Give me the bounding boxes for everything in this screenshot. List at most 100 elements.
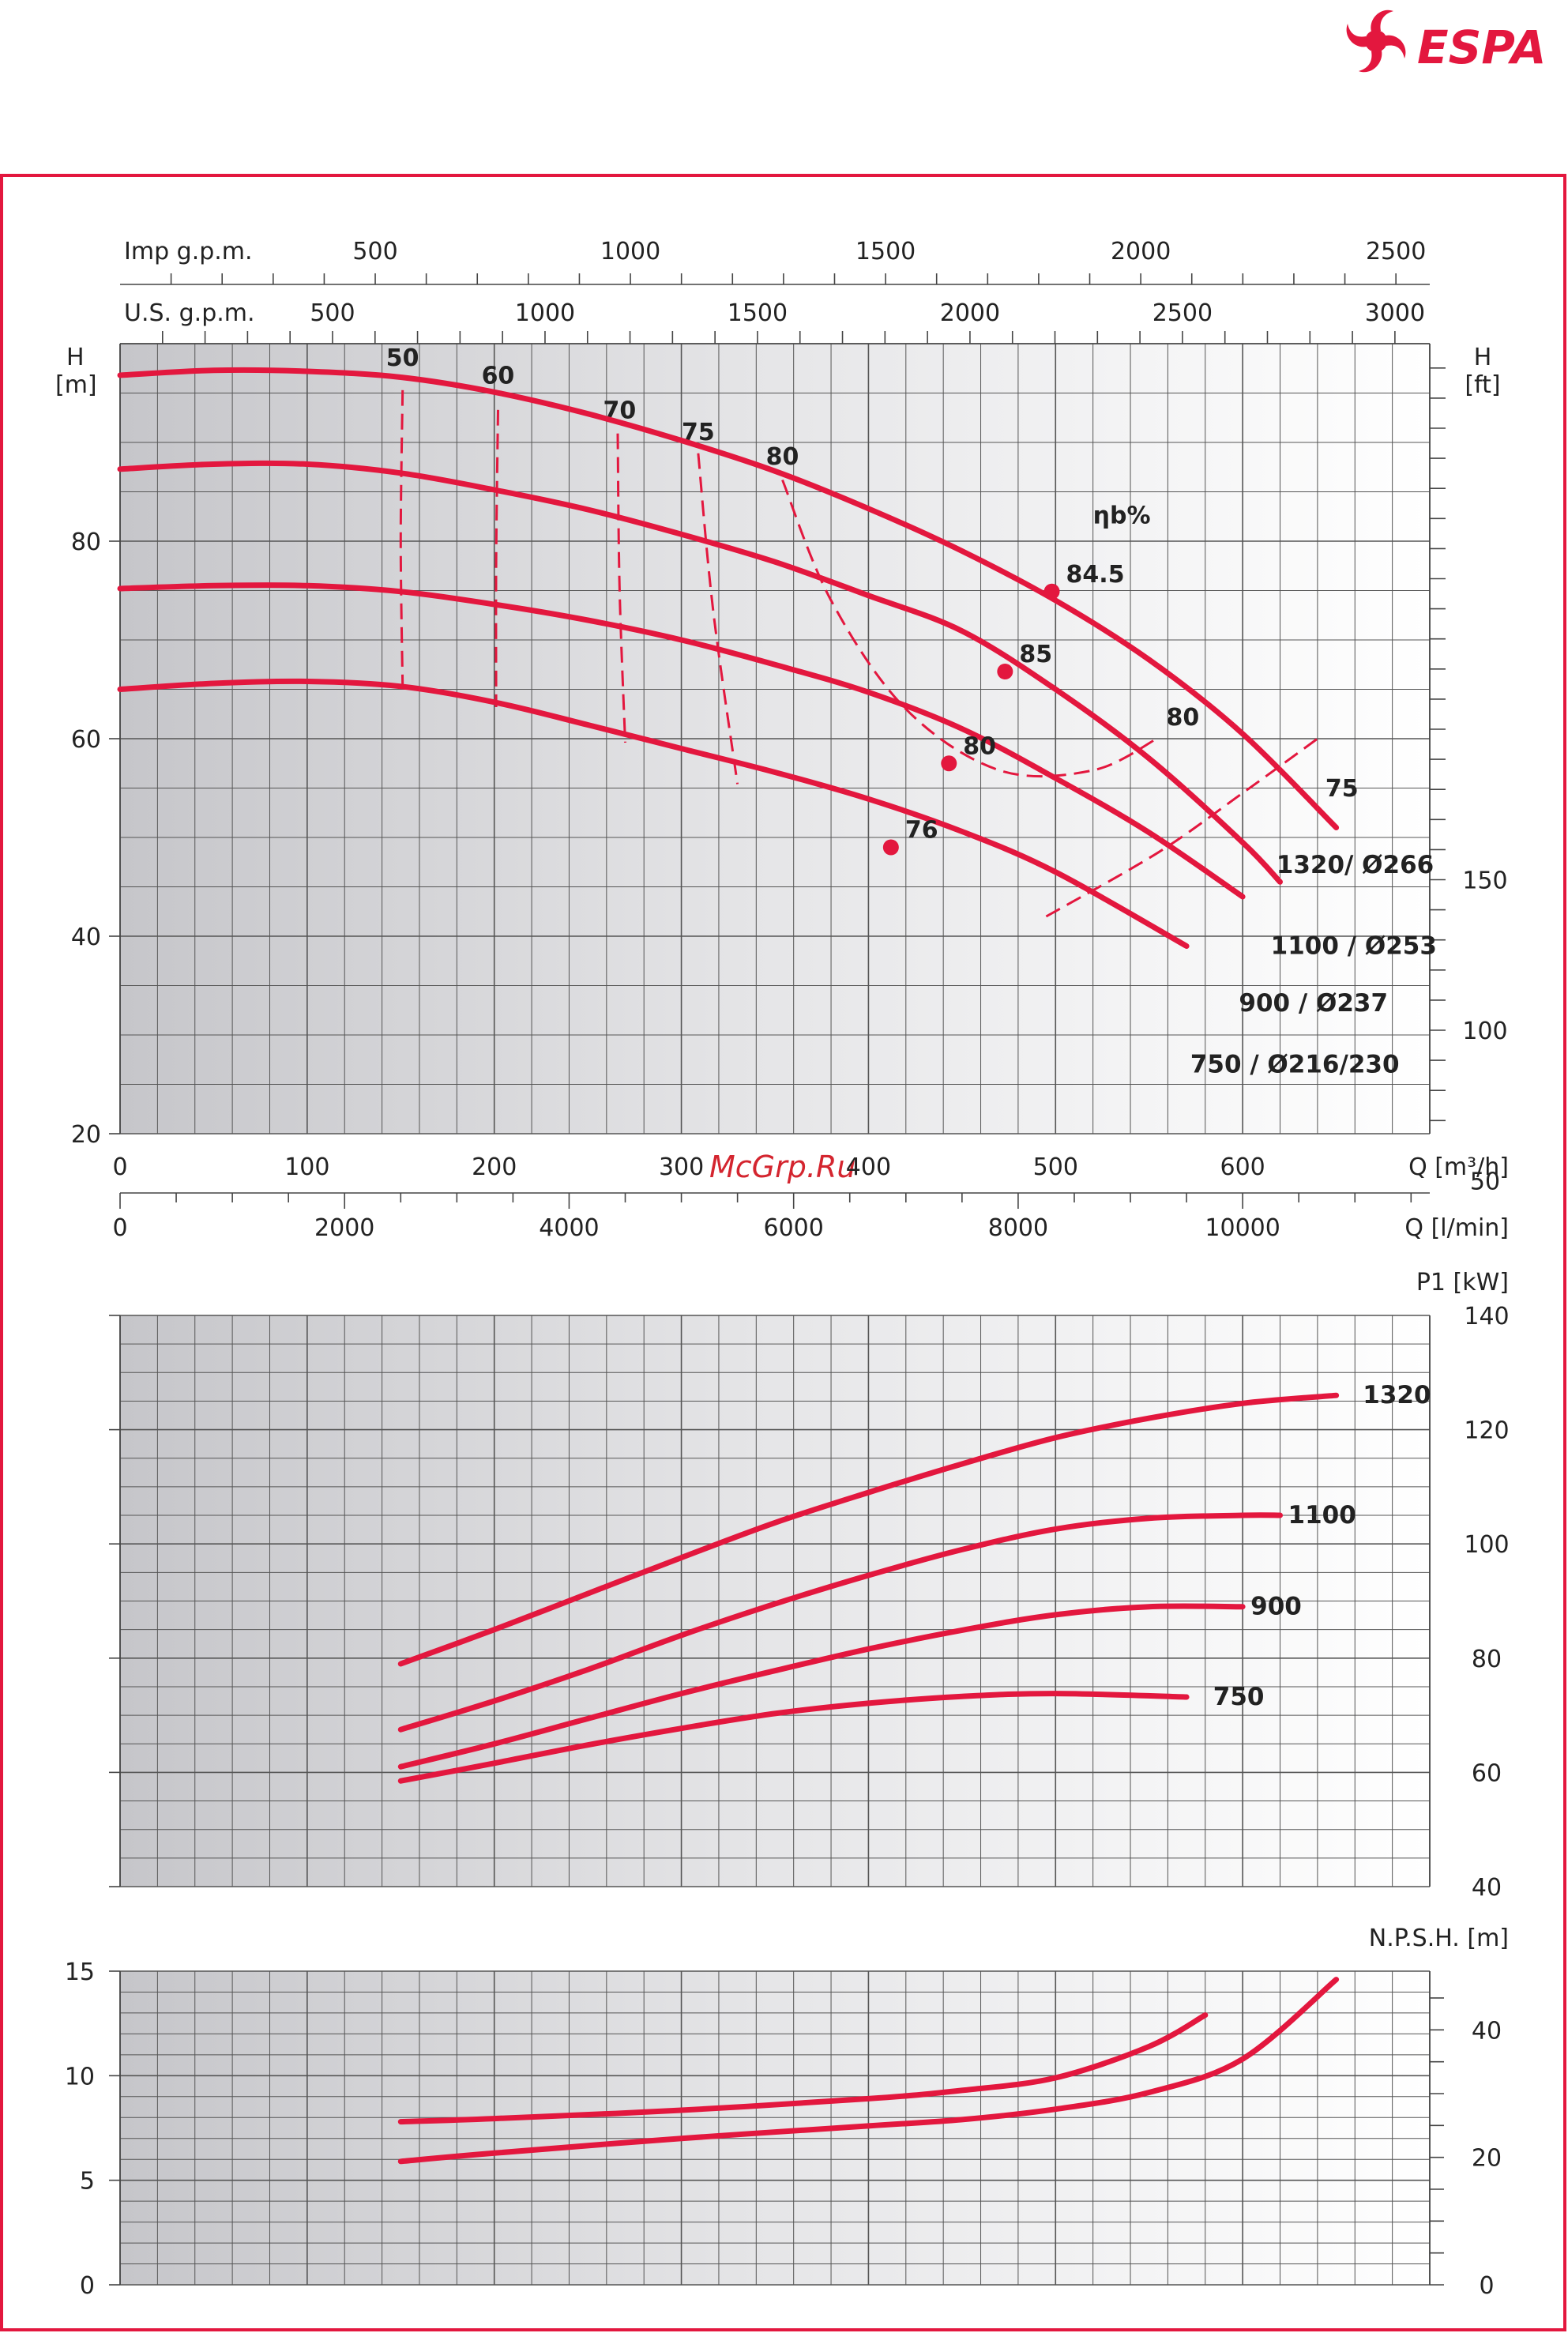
bep-point-label: 84.5: [1066, 561, 1125, 589]
npsh-curve-lower: [397, 1977, 1340, 2165]
lmin-tick-label: 8000: [988, 1214, 1048, 1242]
espa-logo: ESPA: [1346, 9, 1546, 74]
efficiency-label: 50: [386, 344, 419, 372]
head-curve-label: 1100 / Ø253: [1271, 932, 1437, 961]
efficiency-label: 80: [1167, 704, 1200, 732]
head-curve-2: [117, 460, 1283, 885]
head-right-tick-label: 100: [1462, 1018, 1507, 1045]
q-m3h-tick-label: 600: [1220, 1153, 1265, 1181]
npsh-left-tick-label: 5: [80, 2168, 95, 2196]
efficiency-line-70: [616, 433, 626, 743]
head-left-tick-label: 40: [71, 924, 101, 951]
us-gpm-tick-label: 1500: [728, 299, 788, 327]
imp-gpm-axis-label: Imp g.p.m.: [124, 238, 253, 265]
npsh-unit-label: N.P.S.H. [m]: [1369, 1925, 1509, 1952]
power-tick-label: 100: [1464, 1531, 1509, 1559]
lmin-tick-label: 6000: [764, 1214, 824, 1242]
npsh-left-tick-label: 10: [65, 2063, 95, 2090]
power-tick-label: 140: [1464, 1303, 1509, 1330]
head-left-unit: H [m]: [55, 344, 97, 399]
chart-frame: [0, 174, 1566, 2331]
head-curve-1: [117, 367, 1340, 830]
bep-point: [997, 664, 1013, 679]
bep-point-label: 85: [1019, 641, 1052, 668]
h-m-label-line1: H: [66, 344, 85, 371]
power-curve-label: 1320: [1363, 1381, 1431, 1409]
watermark: McGrp.Ru: [709, 1150, 855, 1184]
head-left-tick-label: 80: [71, 529, 101, 556]
q-m3h-tick-label: 300: [659, 1153, 704, 1181]
npsh-left-tick-label: 15: [65, 1959, 95, 1986]
imp-gpm-tick-label: 2000: [1111, 238, 1171, 265]
power-curve-1100: [397, 1512, 1283, 1733]
power-tick-label: 80: [1472, 1646, 1502, 1673]
lmin-tick-label: 0: [112, 1214, 127, 1242]
efficiency-line-50: [399, 389, 404, 687]
us-gpm-tick-label: 2500: [1152, 299, 1213, 327]
bep-point: [882, 839, 899, 856]
q-m3h-tick-label: 400: [846, 1153, 891, 1181]
head-curve-4: [117, 678, 1190, 949]
top-axes: Imp g.p.m. U.S. g.p.m.: [124, 238, 255, 327]
head-curve-label: 750 / Ø216/230: [1190, 1051, 1400, 1079]
q-m3h-tick-label: 0: [112, 1153, 127, 1181]
npsh-right-tick-label: 40: [1472, 2017, 1502, 2045]
power-curve-1320: [397, 1392, 1340, 1667]
efficiency-line-60: [494, 409, 499, 708]
imp-gpm-tick-label: 1500: [855, 238, 916, 265]
power-curve-900: [397, 1603, 1246, 1770]
q-m3h-tick-label: 500: [1033, 1153, 1078, 1181]
npsh-curve-upper: [397, 2012, 1209, 2125]
power-curve-label: 900: [1250, 1593, 1302, 1621]
efficiency-label: 80: [766, 443, 799, 471]
us-gpm-tick-label: 3000: [1365, 299, 1425, 327]
bep-point-label: 80: [963, 732, 996, 760]
h-ft-label-line1: H: [1474, 344, 1492, 371]
efficiency-label: 60: [482, 363, 515, 390]
head-panel: [119, 343, 1431, 1135]
q-m3h-unit-label: Q [m³/h]: [1408, 1153, 1509, 1181]
lmin-tick-label: 4000: [539, 1214, 599, 1242]
power-tick-label: 40: [1472, 1874, 1502, 1902]
power-curve-label: 750: [1213, 1683, 1265, 1711]
us-gpm-tick-label: 2000: [940, 299, 1000, 327]
q-m3h-tick-label: 100: [284, 1153, 329, 1181]
power-curve-label: 1100: [1288, 1501, 1356, 1530]
power-tick-label: 60: [1472, 1759, 1502, 1787]
h-m-label-line2: [m]: [55, 371, 97, 399]
head-right-tick-label: 50: [1470, 1168, 1500, 1196]
us-gpm-axis-label: U.S. g.p.m.: [124, 299, 255, 327]
p1-unit-label: P1 [kW]: [1416, 1269, 1509, 1296]
q-lmin-unit-label: Q [l/min]: [1404, 1214, 1509, 1242]
head-right-tick-label: 150: [1462, 867, 1507, 895]
efficiency-label: 75: [1325, 775, 1359, 803]
espa-logo-mark-icon: [1346, 9, 1406, 73]
npsh-background: [120, 1971, 1430, 2285]
npsh-right-tick-label: 20: [1472, 2145, 1502, 2173]
espa-logo-text: ESPA: [1417, 21, 1546, 74]
lmin-tick-label: 10000: [1205, 1214, 1280, 1242]
bep-point: [1043, 583, 1060, 600]
power-curve-750: [397, 1691, 1190, 1784]
q-m3h-tick-label: 200: [472, 1153, 517, 1181]
npsh-left-tick-label: 0: [80, 2272, 95, 2300]
efficiency-line-75: [697, 453, 739, 785]
lmin-tick-label: 2000: [314, 1214, 374, 1242]
npsh-panel: [119, 1970, 1431, 2286]
imp-gpm-tick-label: 500: [352, 238, 397, 265]
imp-gpm-tick-label: 2500: [1366, 238, 1426, 265]
head-left-tick-label: 20: [71, 1121, 101, 1149]
bep-point: [941, 755, 957, 772]
bep-point-label: 76: [905, 817, 938, 845]
npsh-right-tick-label: 0: [1479, 2272, 1494, 2300]
head-left-tick-label: 60: [71, 726, 101, 754]
imp-gpm-tick-label: 1000: [600, 238, 660, 265]
us-gpm-tick-label: 500: [310, 299, 355, 327]
us-gpm-tick-label: 1000: [515, 299, 575, 327]
power-tick-label: 120: [1464, 1417, 1509, 1445]
head-curve-label: 1320/ Ø266: [1277, 851, 1434, 879]
head-curve-label: 900 / Ø237: [1239, 989, 1388, 1018]
efficiency-title: ηb%: [1093, 502, 1151, 530]
